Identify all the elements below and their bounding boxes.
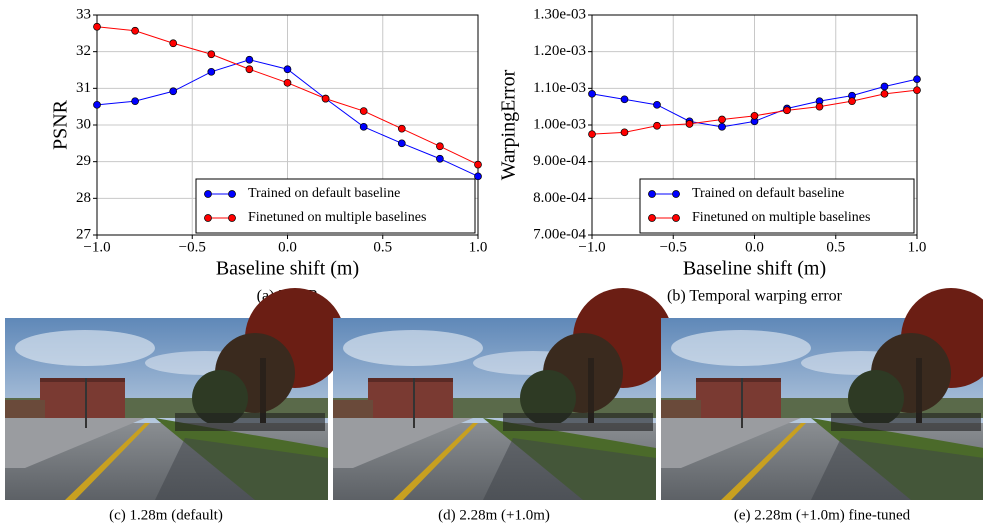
y-tick-label: 1.20e-03	[533, 43, 586, 59]
data-point	[685, 120, 694, 128]
plot-frame	[591, 14, 918, 236]
data-point	[131, 97, 139, 106]
legend-box	[639, 178, 915, 234]
data-point	[474, 172, 482, 181]
x-tick-label: 0.0	[745, 239, 764, 255]
y-axis-label: PSNR	[50, 99, 72, 150]
legend-marker	[672, 214, 680, 222]
legend-marker	[648, 214, 656, 222]
legend-label: Trained on default baseline	[248, 186, 400, 201]
data-point	[913, 75, 921, 84]
x-tick-label: −1.0	[578, 239, 605, 255]
image-caption: (e) 2.28m (+1.0m) fine-tuned	[734, 507, 911, 523]
y-tick-label: 27	[76, 226, 92, 242]
data-point	[913, 86, 921, 95]
data-point	[783, 106, 791, 115]
y-tick-label: 28	[76, 190, 91, 206]
legend-marker	[672, 190, 680, 198]
data-point	[397, 139, 406, 148]
data-point	[207, 50, 216, 59]
data-point	[880, 89, 889, 98]
y-tick-label: 7.00e-04	[533, 226, 586, 242]
data-point	[245, 55, 254, 64]
legend-marker	[648, 190, 656, 198]
data-point	[169, 87, 178, 96]
data-point	[880, 82, 889, 91]
data-point	[131, 26, 139, 35]
x-axis-label: Baseline shift (m)	[683, 258, 826, 280]
x-tick-label: −1.0	[83, 239, 110, 255]
plot-frame	[96, 14, 479, 236]
data-point	[620, 128, 629, 137]
data-point	[207, 67, 216, 76]
data-point	[359, 122, 368, 131]
data-point	[620, 95, 629, 104]
x-tick-label: 0.0	[278, 239, 297, 255]
y-tick-label: 33	[76, 6, 91, 22]
data-point	[474, 160, 482, 169]
data-point	[359, 107, 368, 115]
legend-box	[195, 178, 476, 234]
scene-image	[333, 288, 673, 500]
x-tick-label: 0.5	[373, 239, 392, 255]
scene-image	[5, 288, 345, 500]
data-point	[436, 142, 444, 151]
data-point	[321, 94, 330, 103]
x-axis-label: Baseline shift (m)	[216, 258, 359, 280]
y-tick-label: 8.00e-04	[533, 190, 586, 206]
x-tick-label: 1.0	[908, 239, 927, 255]
data-point	[588, 89, 596, 98]
data-point	[283, 65, 292, 74]
scene-image	[661, 288, 983, 500]
legend-marker	[204, 214, 212, 222]
data-point	[653, 121, 661, 130]
legend-marker	[228, 214, 236, 222]
data-point	[653, 100, 661, 109]
x-tick-label: −0.5	[179, 239, 206, 255]
data-point	[718, 122, 726, 131]
data-point	[815, 102, 824, 111]
legend-label: Finetuned on multiple baselines	[692, 210, 870, 225]
legend-label: Trained on default baseline	[692, 186, 844, 201]
legend-marker	[204, 190, 212, 198]
image-caption: (d) 2.28m (+1.0m)	[438, 507, 550, 523]
y-tick-label: 1.10e-03	[533, 80, 586, 96]
y-tick-label: 1.30e-03	[533, 6, 586, 22]
data-point	[245, 65, 254, 74]
y-tick-label: 31	[76, 80, 91, 96]
data-point	[718, 115, 726, 124]
data-point	[169, 39, 178, 48]
y-tick-label: 9.00e-04	[533, 153, 586, 169]
data-point	[397, 124, 406, 133]
y-tick-label: 30	[76, 116, 91, 132]
y-axis-label: WarpingError	[498, 69, 520, 180]
data-point	[588, 130, 596, 139]
x-tick-label: 1.0	[469, 239, 488, 255]
data-point	[848, 97, 856, 106]
y-tick-label: 1.00e-03	[533, 116, 586, 132]
legend-marker	[228, 190, 236, 198]
data-point	[750, 111, 759, 120]
data-point	[283, 78, 292, 87]
caption: (b) Temporal warping error	[667, 288, 843, 305]
x-tick-label: −0.5	[660, 239, 687, 255]
image-caption: (c) 1.28m (default)	[109, 507, 223, 523]
data-point	[93, 22, 101, 31]
x-tick-label: 0.5	[826, 239, 845, 255]
legend-label: Finetuned on multiple baselines	[248, 210, 426, 225]
data-point	[93, 100, 101, 109]
y-tick-label: 29	[76, 153, 91, 169]
y-tick-label: 32	[76, 43, 91, 59]
data-point	[436, 154, 444, 163]
